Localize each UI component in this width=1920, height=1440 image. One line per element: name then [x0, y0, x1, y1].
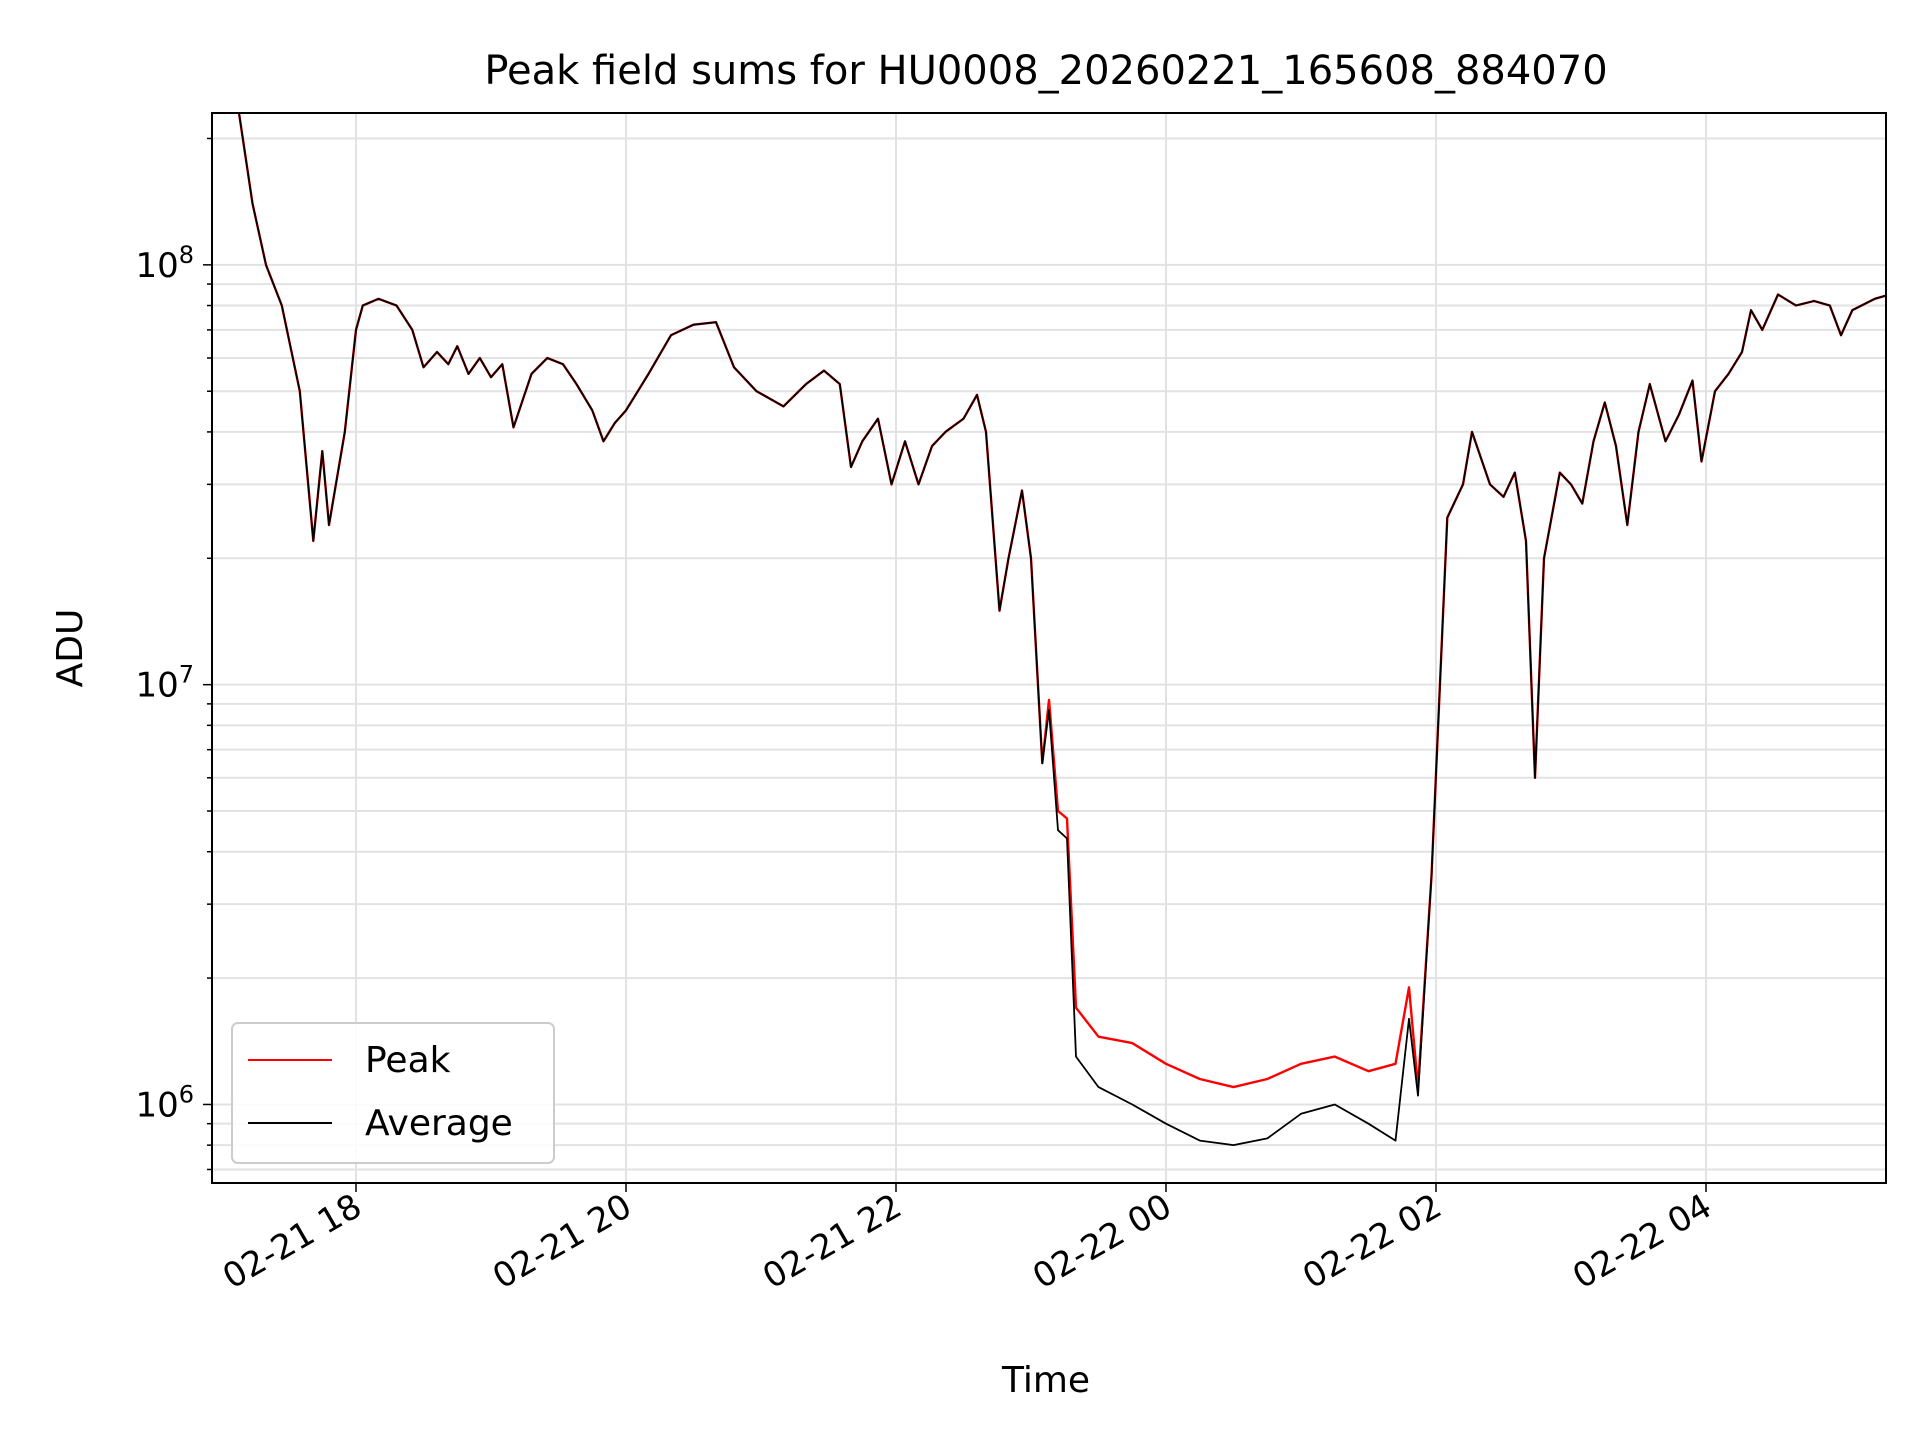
legend-box [231, 1022, 555, 1164]
chart-title: Peak field sums for HU0008_20260221_1656… [484, 48, 1607, 94]
plot-frame [211, 112, 1887, 1184]
y-tick-label: 107 [135, 661, 194, 706]
legend-label-peak: Peak [365, 1040, 451, 1081]
y-axis: 106 107 108 [135, 137, 212, 1171]
y-axis-label: ADU [50, 609, 91, 688]
y-tick-label: 108 [135, 241, 194, 286]
x-axis-label: Time [1001, 1360, 1090, 1401]
series-line-average [238, 113, 1886, 1146]
series-layer [237, 113, 1886, 1146]
legend: Peak Average [231, 1022, 555, 1164]
y-tick-label: 106 [135, 1080, 194, 1125]
legend-label-average: Average [365, 1103, 513, 1144]
